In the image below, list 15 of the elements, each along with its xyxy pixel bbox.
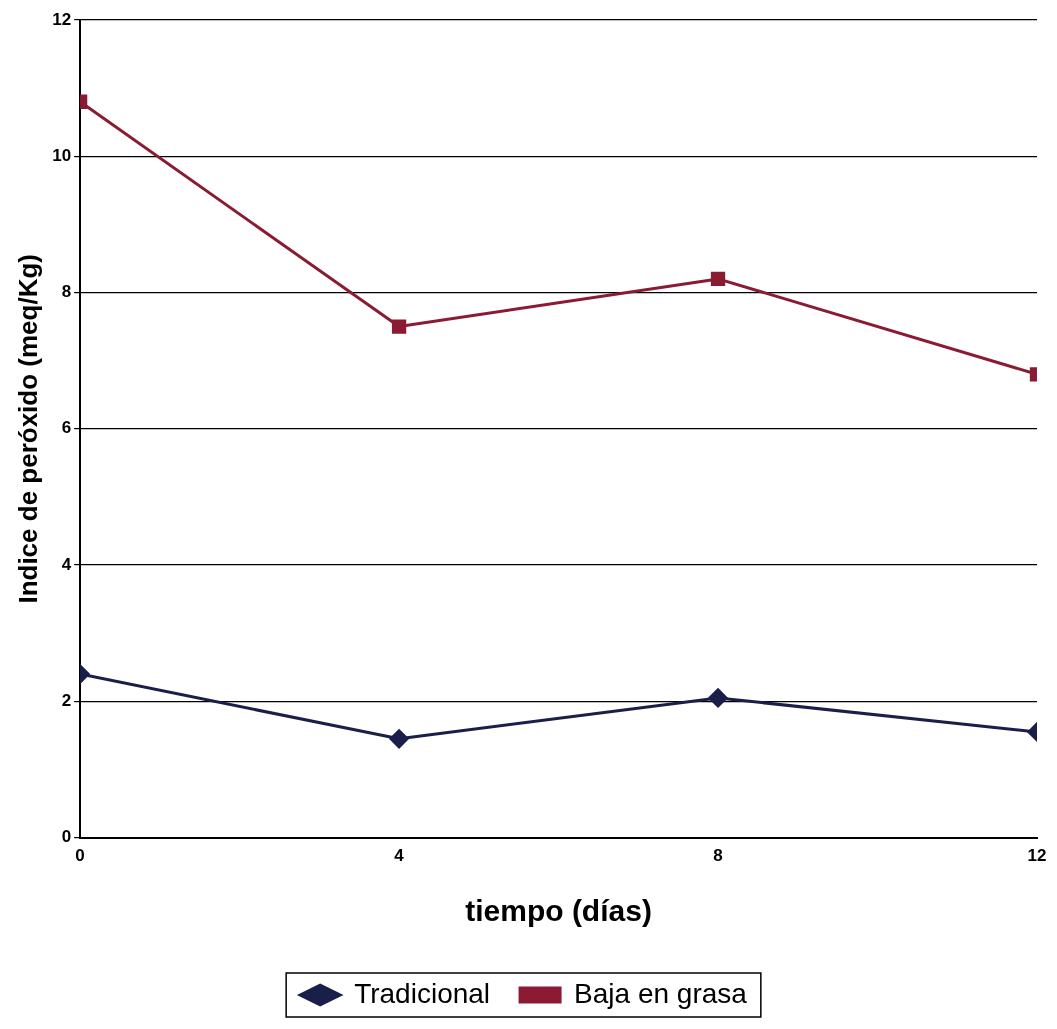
legend-label: Tradicional bbox=[354, 977, 491, 1009]
x-axis-title: tiempo (días) bbox=[465, 894, 652, 928]
x-tick-label: 4 bbox=[394, 846, 405, 866]
legend-label: Baja en grasa bbox=[574, 977, 748, 1009]
y-tick-label: 8 bbox=[61, 282, 72, 302]
y-tick-label: 2 bbox=[61, 691, 72, 711]
x-tick-label: 12 bbox=[1027, 846, 1047, 866]
y-tick-label: 4 bbox=[61, 554, 72, 574]
x-tick-label: 0 bbox=[75, 846, 85, 866]
y-tick-label: 12 bbox=[52, 9, 72, 29]
y-tick-label: 6 bbox=[61, 418, 72, 438]
y-tick-label: 10 bbox=[52, 145, 72, 165]
y-axis-title: Indice de peróxido (meq/Kg) bbox=[12, 254, 43, 604]
y-tick-label: 0 bbox=[61, 827, 72, 847]
x-tick-label: 8 bbox=[713, 846, 723, 866]
